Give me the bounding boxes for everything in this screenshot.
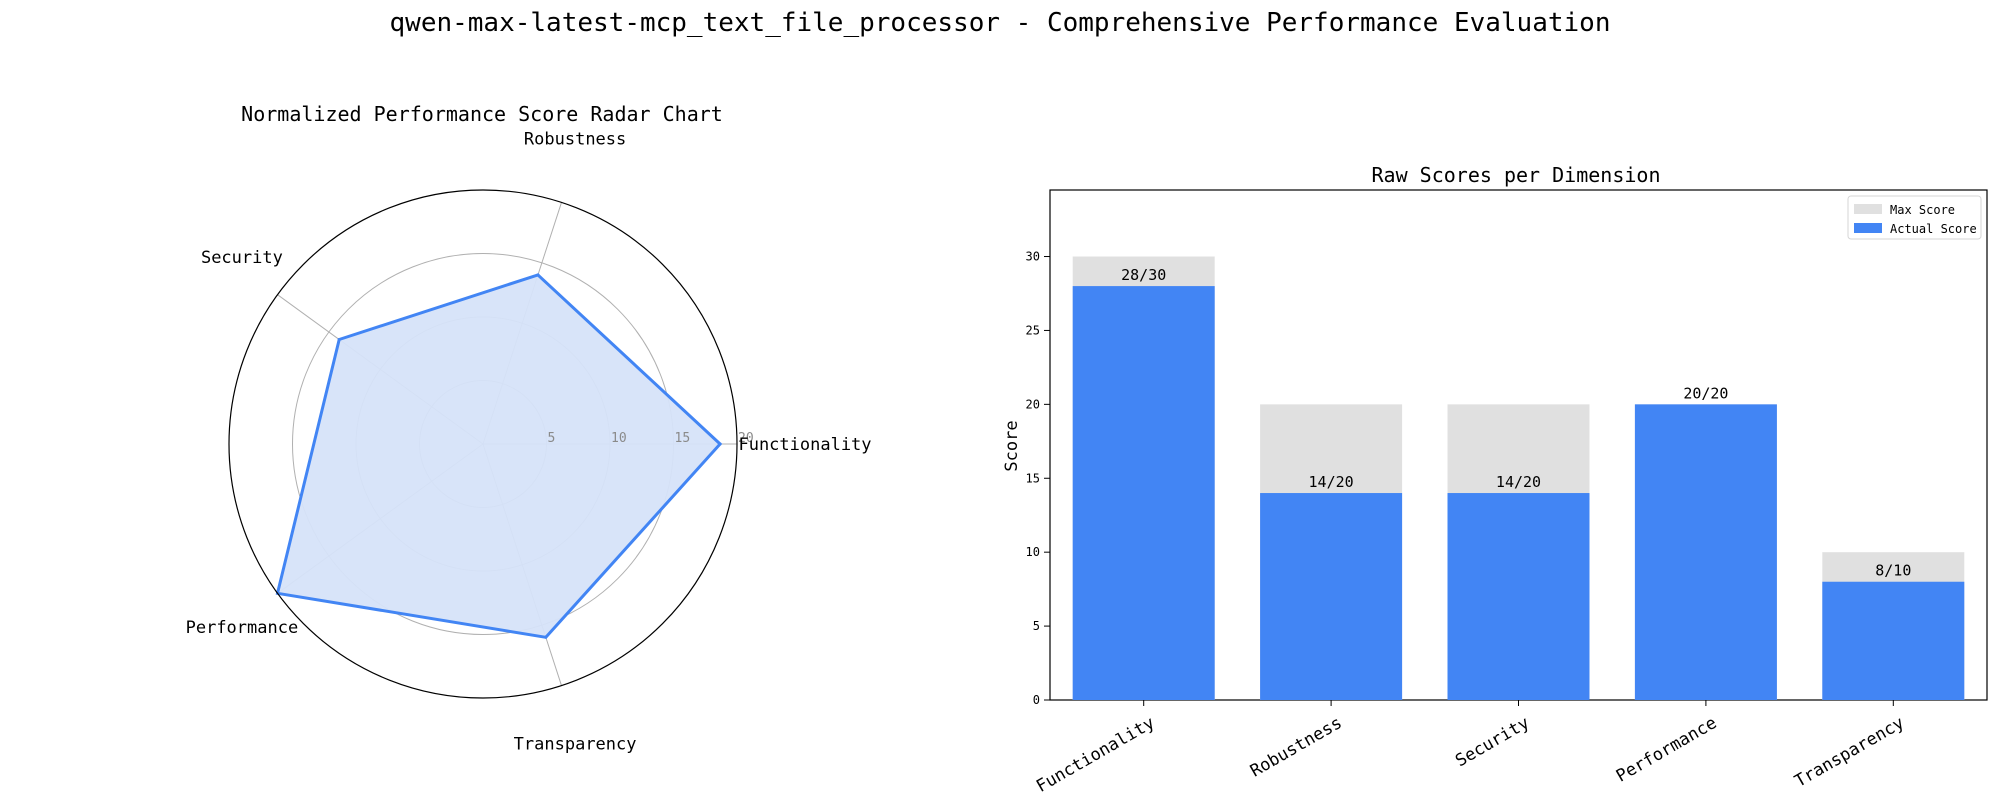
bar-data-label: 20/20 — [1683, 384, 1728, 402]
radar-point — [718, 442, 722, 446]
bar-y-tick-label: 20 — [1026, 397, 1040, 411]
bar-y-tick-label: 5 — [1033, 619, 1040, 633]
bar-data-label: 14/20 — [1309, 473, 1354, 491]
bar-data-label: 8/10 — [1875, 562, 1911, 580]
radar-point — [544, 635, 548, 639]
radar-axis-label: Functionality — [738, 435, 871, 455]
bar-x-tick-label: Robustness — [1247, 713, 1346, 782]
actual-score-bar — [1260, 493, 1403, 700]
max-score-bar — [1447, 404, 1590, 700]
bar-y-tick-label: 10 — [1026, 545, 1040, 559]
radar-tick-label: 15 — [675, 431, 691, 446]
max-score-bar — [1072, 256, 1215, 700]
radar-outer-circle — [228, 189, 738, 699]
radar-axis-label: Security — [201, 248, 283, 268]
actual-score-bar — [1072, 286, 1215, 700]
legend-label: Actual Score — [1890, 222, 1977, 236]
bar-y-tick-label: 25 — [1026, 323, 1040, 337]
bar-data-label: 28/30 — [1121, 266, 1166, 284]
bar-data-label: 14/20 — [1496, 473, 1541, 491]
bar-y-tick-label: 0 — [1033, 693, 1040, 707]
max-score-bar — [1634, 404, 1777, 700]
radar-tick-label: 20 — [738, 431, 754, 446]
radar-axis-label: Performance — [186, 618, 299, 638]
radar-title: Normalized Performance Score Radar Chart — [241, 102, 723, 126]
max-score-bar — [1260, 404, 1403, 700]
bar-y-tick-label: 15 — [1026, 471, 1040, 485]
radar-tick-label: 5 — [548, 431, 556, 446]
bar-axes-frame — [1049, 189, 1988, 701]
radar-chart: Normalized Performance Score Radar Chart… — [186, 102, 872, 754]
legend-swatch — [1854, 204, 1882, 214]
radar-series-line — [275, 273, 723, 639]
radar-axis-label: Robustness — [524, 130, 626, 150]
bar-y-axis-label: Score — [1002, 420, 1022, 471]
actual-score-bar — [1822, 581, 1965, 700]
radar-point — [337, 337, 341, 341]
bar-title: Raw Scores per Dimension — [1372, 163, 1661, 187]
bar-y-tick-label: 30 — [1026, 250, 1040, 264]
radar-axis-label: Transparency — [514, 734, 637, 754]
bar-x-tick-label: Functionality — [1033, 713, 1158, 797]
radar-area — [277, 274, 721, 638]
bar-x-tick-label: Security — [1452, 713, 1533, 771]
legend-swatch — [1854, 223, 1882, 233]
actual-score-bar — [1447, 493, 1590, 700]
bar-x-tick-label: Transparency — [1791, 713, 1907, 792]
radar-point — [536, 273, 540, 277]
actual-score-bar — [1634, 404, 1777, 700]
legend-label: Max Score — [1890, 203, 1955, 217]
legend-box — [1847, 195, 1982, 240]
figure-title: qwen-max-latest-mcp_text_file_processor … — [389, 8, 1611, 38]
radar-tick-label: 10 — [611, 431, 627, 446]
max-score-bar — [1822, 552, 1965, 700]
bar-x-tick-label: Performance — [1613, 713, 1721, 787]
